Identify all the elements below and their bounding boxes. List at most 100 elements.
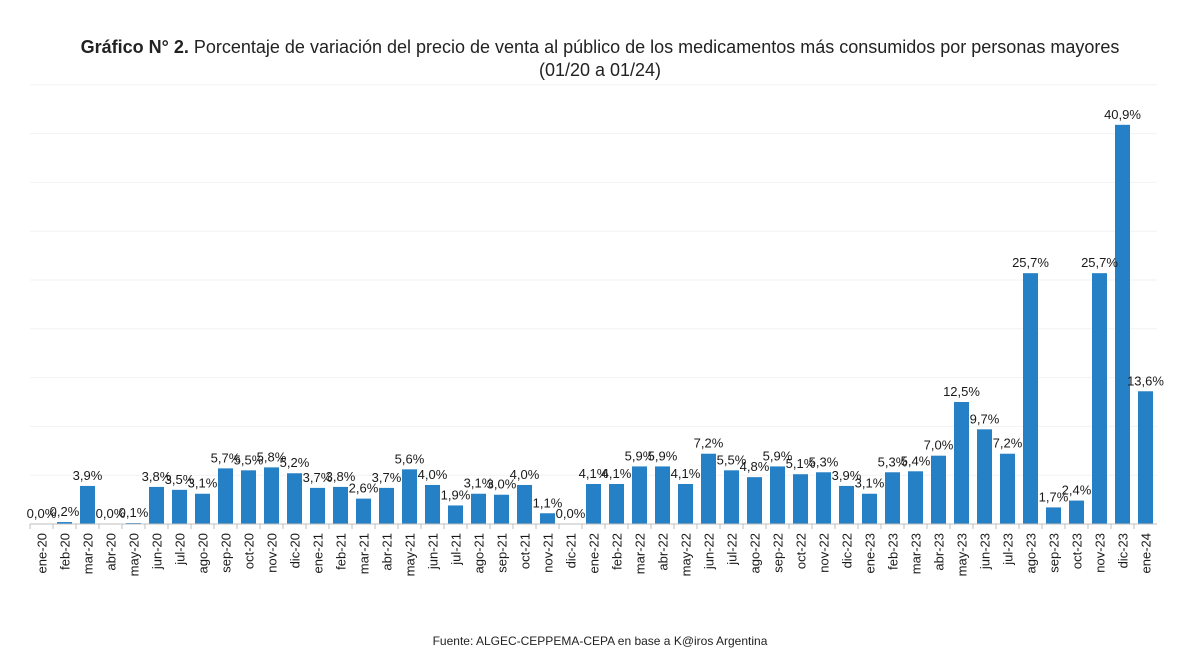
data-label: 5,9% — [625, 448, 655, 463]
x-tick-label: sep-21 — [495, 533, 510, 573]
x-tick-label: ene-24 — [1139, 533, 1154, 573]
data-label: 4,0% — [510, 467, 540, 482]
x-tick-label: mar-22 — [633, 533, 648, 574]
x-tick-label: mar-20 — [81, 533, 96, 574]
x-tick-label: abr-21 — [380, 533, 395, 571]
bar — [954, 402, 969, 524]
chart-title-period: (01/20 a 01/24) — [538, 60, 662, 80]
x-tick-label: ene-21 — [311, 533, 326, 573]
chart-title: Gráfico N° 2. Porcentaje de variación de… — [0, 36, 1200, 82]
x-axis-ticks: ene-20 feb-20 mar-20 abr-20 may-20 jun-20 jul-… — [29, 524, 1154, 576]
bar — [540, 513, 555, 524]
data-label: 5,8% — [257, 449, 287, 464]
chart-title-bold: Gráfico N° 2. — [80, 37, 189, 57]
data-label: 4,8% — [740, 459, 770, 474]
data-label: 7,2% — [993, 436, 1023, 451]
bar — [172, 489, 187, 524]
x-tick-label: oct-20 — [242, 533, 257, 569]
bar — [908, 471, 923, 524]
x-tick-label: jul-20 — [173, 533, 188, 566]
data-label: 5,7% — [211, 450, 241, 465]
data-label: 5,9% — [648, 448, 678, 463]
data-label: 3,1% — [188, 476, 218, 491]
bar — [862, 493, 877, 524]
bar — [425, 484, 440, 524]
data-label: 0,0% — [96, 506, 126, 521]
bar — [241, 470, 256, 524]
x-tick-label: jul-23 — [1001, 533, 1016, 566]
bar — [448, 505, 463, 524]
x-tick-label: dic-22 — [840, 533, 855, 568]
data-label: 0,0% — [27, 506, 57, 521]
bar — [701, 453, 716, 524]
x-tick-label: dic-21 — [564, 533, 579, 568]
bar — [1092, 273, 1107, 524]
data-label: 4,0% — [418, 467, 448, 482]
data-label: 0,2% — [50, 504, 80, 519]
bar — [747, 477, 762, 524]
x-tick-label: jun-22 — [702, 533, 717, 570]
data-label: 5,9% — [763, 448, 793, 463]
bar — [402, 469, 417, 524]
bar — [333, 486, 348, 524]
x-tick-label: dic-23 — [1116, 533, 1131, 568]
bar — [977, 429, 992, 524]
x-tick-label: oct-21 — [518, 533, 533, 569]
x-tick-label: jun-20 — [150, 533, 165, 570]
data-label: 2,4% — [1062, 483, 1092, 498]
bar — [287, 473, 302, 524]
x-tick-label: ago-23 — [1024, 533, 1039, 573]
data-label: 12,5% — [943, 384, 980, 399]
data-label: 1,9% — [441, 487, 471, 502]
bar — [1046, 507, 1061, 524]
x-tick-label: feb-21 — [334, 533, 349, 570]
x-tick-label: may-20 — [127, 533, 142, 576]
bar — [310, 487, 325, 524]
bar — [724, 470, 739, 524]
bar — [839, 485, 854, 524]
bar — [264, 467, 279, 524]
bar — [471, 493, 486, 524]
bar — [1115, 124, 1130, 524]
bar — [586, 483, 601, 524]
data-label: 5,3% — [878, 454, 908, 469]
data-label: 3,9% — [73, 468, 103, 483]
bar — [356, 498, 371, 524]
data-label: 5,4% — [901, 453, 931, 468]
bar — [770, 466, 785, 524]
x-tick-label: may-22 — [679, 533, 694, 576]
x-tick-label: ago-21 — [472, 533, 487, 573]
data-label: 3,8% — [142, 469, 172, 484]
bars — [57, 124, 1153, 524]
bar — [517, 484, 532, 524]
data-label: 3,7% — [303, 470, 333, 485]
x-tick-label: oct-23 — [1070, 533, 1085, 569]
data-label: 7,2% — [694, 436, 724, 451]
data-label: 3,7% — [372, 470, 402, 485]
data-label: 3,8% — [326, 469, 356, 484]
bar — [655, 466, 670, 524]
data-label: 5,2% — [280, 455, 310, 470]
bar — [793, 474, 808, 524]
x-tick-label: nov-23 — [1093, 533, 1108, 573]
x-tick-label: jul-21 — [449, 533, 464, 566]
x-tick-label: abr-20 — [104, 533, 119, 571]
data-label: 3,0% — [487, 477, 517, 492]
data-label: 5,5% — [234, 452, 264, 467]
bar — [931, 455, 946, 524]
data-label: 3,1% — [464, 476, 494, 491]
data-label: 0,0% — [556, 506, 586, 521]
bar — [80, 485, 95, 524]
bar — [885, 472, 900, 524]
data-label: 5,6% — [395, 451, 425, 466]
x-tick-label: sep-20 — [219, 533, 234, 573]
x-tick-label: nov-22 — [817, 533, 832, 573]
source-note: Fuente: ALGEC-CEPPEMA-CEPA en base a K@i… — [432, 634, 768, 648]
bar — [1000, 453, 1015, 524]
bar — [1138, 391, 1153, 524]
x-tick-label: feb-23 — [886, 533, 901, 570]
bar — [1023, 273, 1038, 524]
data-label: 13,6% — [1127, 373, 1164, 388]
bar — [678, 483, 693, 524]
x-tick-label: jun-23 — [978, 533, 993, 570]
